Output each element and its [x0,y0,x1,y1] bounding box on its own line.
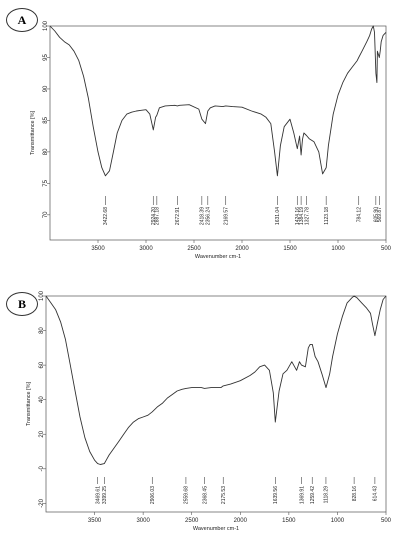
peak-label: 569.87 [377,207,383,223]
y-tick-label: 70 [43,211,49,218]
x-tick-label: 500 [381,246,392,252]
peak-label: 1118.29 [324,486,330,504]
peak-label: 3399.25 [102,486,108,504]
peak-label: 2356.24 [206,207,212,225]
x-tick-label: 1000 [331,518,345,524]
peak-label: 1424.16 [295,207,301,225]
y-tick-label: 75 [43,179,49,186]
ftir-chart-a: 70 75 80 85 90 95 100 3500 3000 2500 2000 1500 1000 5… [30,20,392,260]
y-tick-label: 80 [43,148,49,155]
peak-label: 2368.45 [202,486,208,504]
peak-label: 614.43 [373,486,379,502]
peak-label: 2887.18 [155,207,161,225]
peak-label: 3422.68 [103,207,109,225]
x-tick-label: 2500 [185,518,199,524]
plot-frame [49,25,387,241]
y-tick-label: -0 [39,465,45,471]
y-tick-label: 85 [43,116,49,123]
plot-frame [45,295,387,513]
peak-label: 1259.42 [310,486,316,504]
x-axis-label: Wavenumber cm-1 [193,526,239,532]
x-tick-label: 1000 [331,246,345,252]
peak-label: 1384.19 [299,207,305,225]
peak-label: 2672.91 [175,207,181,225]
panel-label-a: A [6,8,38,32]
x-tick-label: 3500 [91,246,105,252]
y-axis-label: Transmittance [%] [26,381,32,426]
spectrum-line [49,25,387,177]
panel-label-b: B [6,292,38,316]
peak-label: 1631.04 [275,207,281,225]
x-tick-label: 2500 [187,246,201,252]
spectrum-line [45,295,387,465]
peak-label: 1369.91 [299,486,305,504]
x-tick-label: 1500 [283,246,297,252]
x-tick-label: 2000 [235,246,249,252]
x-tick-label: 500 [381,518,392,524]
peak-label: 1639.56 [273,486,279,504]
y-tick-label: 40 [39,396,45,403]
peak-label: 2924.20 [151,207,157,225]
peak-label: 2175.53 [221,486,227,504]
y-tick-label: 100 [39,290,45,301]
ftir-chart-b: -20 -0 20 40 60 80 100 3500 3000 2500 2000 1500 1000… [26,290,392,532]
y-tick-label: 80 [39,327,45,334]
peak-label: 1123.18 [324,207,330,225]
y-tick-label: 90 [43,85,49,92]
x-tick-label: 2000 [234,518,248,524]
y-tick-label: 95 [43,53,49,60]
y-axis-label: Transmittance [%] [30,110,36,155]
peak-label: 2418.39 [200,207,206,225]
y-tick-label: 60 [39,361,45,368]
peak-label: 2906.03 [150,486,156,504]
peak-label: 784.12 [357,207,363,223]
peak-label: 605.90 [374,207,380,223]
x-tick-label: 1500 [282,518,296,524]
x-tick-label: 3000 [139,246,153,252]
y-tick-label: -20 [39,498,45,507]
peak-label: 2169.57 [224,207,230,225]
peak-label: 2559.68 [184,486,190,504]
peak-label: 3469.61 [95,486,101,504]
y-tick-label: 100 [43,20,49,31]
peak-label: 1327.78 [304,207,310,225]
x-tick-label: 3000 [136,518,150,524]
peak-label: 828.16 [352,486,358,502]
x-axis-label: Wavenumber cm-1 [195,254,241,260]
y-tick-label: 20 [39,430,45,437]
x-tick-label: 3500 [88,518,102,524]
